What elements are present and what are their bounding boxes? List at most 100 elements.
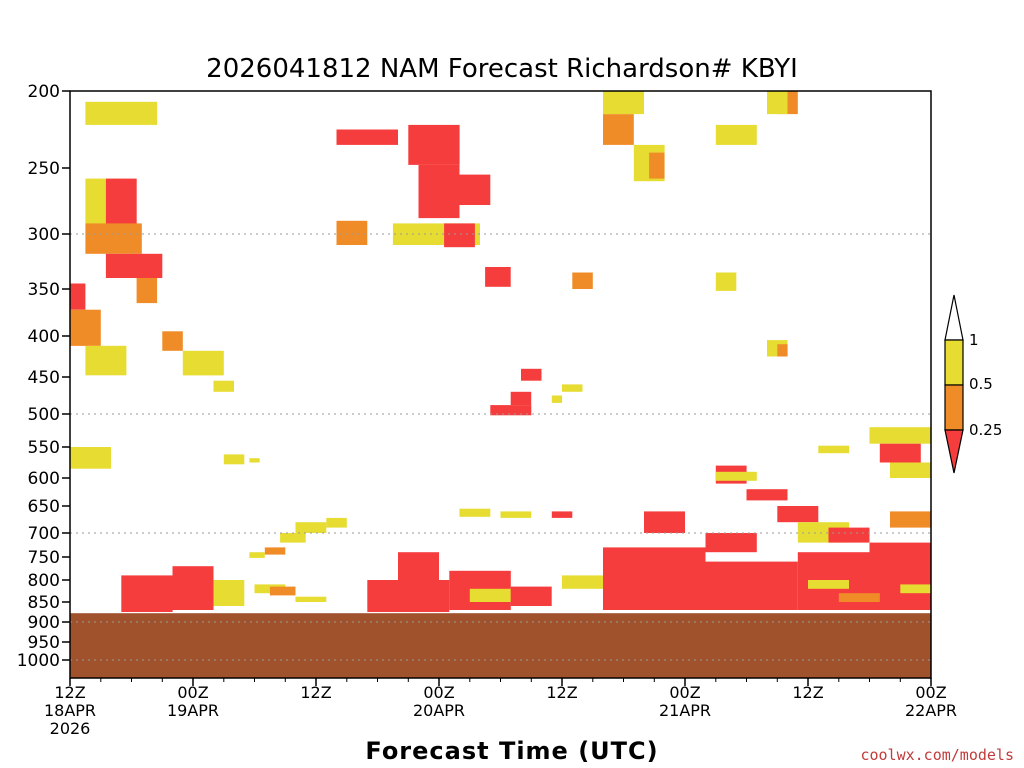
y-tick-label: 450 xyxy=(28,368,60,388)
ri-cell xyxy=(70,309,101,346)
ri-cell xyxy=(295,522,327,533)
colorbar: 1 0.5 0.25 xyxy=(944,294,1002,474)
ground-fill xyxy=(70,613,931,678)
ri-cell xyxy=(562,575,603,589)
ri-cell xyxy=(890,462,931,478)
ri-cell xyxy=(551,511,573,518)
ri-cell xyxy=(900,584,932,594)
y-tick-label: 550 xyxy=(28,438,60,458)
ri-cell xyxy=(510,586,552,606)
x-tick-label: 19APR xyxy=(167,701,219,720)
ri-cell xyxy=(603,547,706,610)
ri-cell xyxy=(223,454,245,465)
x-tick-label: 12Z xyxy=(54,683,85,702)
ri-cell xyxy=(459,508,491,517)
ri-cell xyxy=(182,350,224,376)
x-tick-label: 20APR xyxy=(413,701,465,720)
x-tick-label: 12Z xyxy=(300,683,331,702)
colorbar-label: 0.5 xyxy=(969,375,993,393)
ri-cell xyxy=(746,489,788,501)
x-tick-label: 00Z xyxy=(177,683,208,702)
y-tick-label: 850 xyxy=(28,593,60,613)
x-tick-label: 00Z xyxy=(669,683,700,702)
ri-cell xyxy=(105,178,137,224)
ri-cell xyxy=(172,566,214,610)
ri-cell xyxy=(890,511,931,528)
ri-cell xyxy=(510,391,532,406)
ri-cell xyxy=(705,533,757,553)
y-tick-label: 650 xyxy=(28,497,60,517)
ri-cell xyxy=(490,405,532,416)
ri-cell xyxy=(500,511,532,518)
ri-cell xyxy=(269,586,296,596)
ri-cell xyxy=(649,152,665,179)
colorbar-label: 0.25 xyxy=(969,421,1002,439)
ri-cell xyxy=(367,580,450,612)
ri-cell xyxy=(264,547,286,555)
x-tick-label: 12Z xyxy=(546,683,577,702)
ri-cell xyxy=(136,278,158,304)
x-axis-label: Forecast Time (UTC) xyxy=(365,737,658,765)
ri-cell xyxy=(562,384,583,392)
ri-cell xyxy=(85,345,127,376)
ri-cell xyxy=(879,443,921,463)
ri-cell xyxy=(85,223,142,254)
ri-cell xyxy=(105,253,163,278)
ri-cell xyxy=(249,552,265,558)
credit-text: coolwx.com/models xyxy=(860,746,1014,764)
ri-cell xyxy=(838,593,880,602)
x-tick-label: 12Z xyxy=(792,683,823,702)
chart-title: 2026041812 NAM Forecast Richardson# KBYI xyxy=(206,54,798,84)
ri-cell xyxy=(459,174,491,205)
y-tick-label: 400 xyxy=(28,327,60,347)
ri-cell xyxy=(121,575,173,612)
ri-cell xyxy=(398,552,439,580)
ri-cell xyxy=(326,517,347,528)
y-tick-label: 250 xyxy=(28,159,60,179)
colorbar-bottom-arrow xyxy=(944,429,964,474)
ri-cell xyxy=(808,580,849,589)
ri-cell xyxy=(70,447,111,469)
ri-cell xyxy=(162,331,183,351)
y-tick-label: 350 xyxy=(28,280,60,300)
ri-cell xyxy=(715,471,757,481)
y-tick-label: 200 xyxy=(28,82,60,102)
ri-cell xyxy=(715,124,757,145)
ri-cell xyxy=(767,91,788,115)
ri-cell xyxy=(485,267,511,287)
ri-cell xyxy=(295,596,327,602)
ri-cell xyxy=(644,511,685,533)
ri-cell xyxy=(572,272,593,289)
y-tick-label: 500 xyxy=(28,405,60,425)
ri-cell xyxy=(869,427,931,444)
y-tick-label: 900 xyxy=(28,613,60,633)
x-tick-label: 00Z xyxy=(423,683,454,702)
x-tick-label: 21APR xyxy=(659,701,711,720)
x-tick-label: 2026 xyxy=(50,719,91,738)
ri-cell xyxy=(777,344,788,357)
ri-cell xyxy=(408,124,460,165)
y-tick-label: 750 xyxy=(28,548,60,568)
ri-cell xyxy=(705,561,798,610)
colorbar-top-arrow xyxy=(944,294,964,341)
y-tick-label: 600 xyxy=(28,469,60,489)
y-tick-label: 950 xyxy=(28,633,60,653)
ri-cell xyxy=(336,220,368,245)
ri-cell xyxy=(828,527,870,543)
x-tick-label: 22APR xyxy=(905,701,957,720)
colorbar-label: 1 xyxy=(969,331,979,349)
ri-cell xyxy=(418,164,460,219)
y-tick-label: 700 xyxy=(28,524,60,544)
x-tick-label: 18APR xyxy=(44,701,96,720)
y-tick-label: 1000 xyxy=(17,651,60,671)
ri-cell xyxy=(715,272,737,291)
colorbar-yellow xyxy=(944,339,964,386)
ri-cell xyxy=(213,580,245,606)
ri-cell xyxy=(213,380,234,392)
ri-cell xyxy=(249,458,260,463)
x-tick-label: 00Z xyxy=(915,683,946,702)
ri-cell xyxy=(521,368,542,381)
y-tick-label: 800 xyxy=(28,571,60,591)
ri-cell xyxy=(336,129,398,145)
